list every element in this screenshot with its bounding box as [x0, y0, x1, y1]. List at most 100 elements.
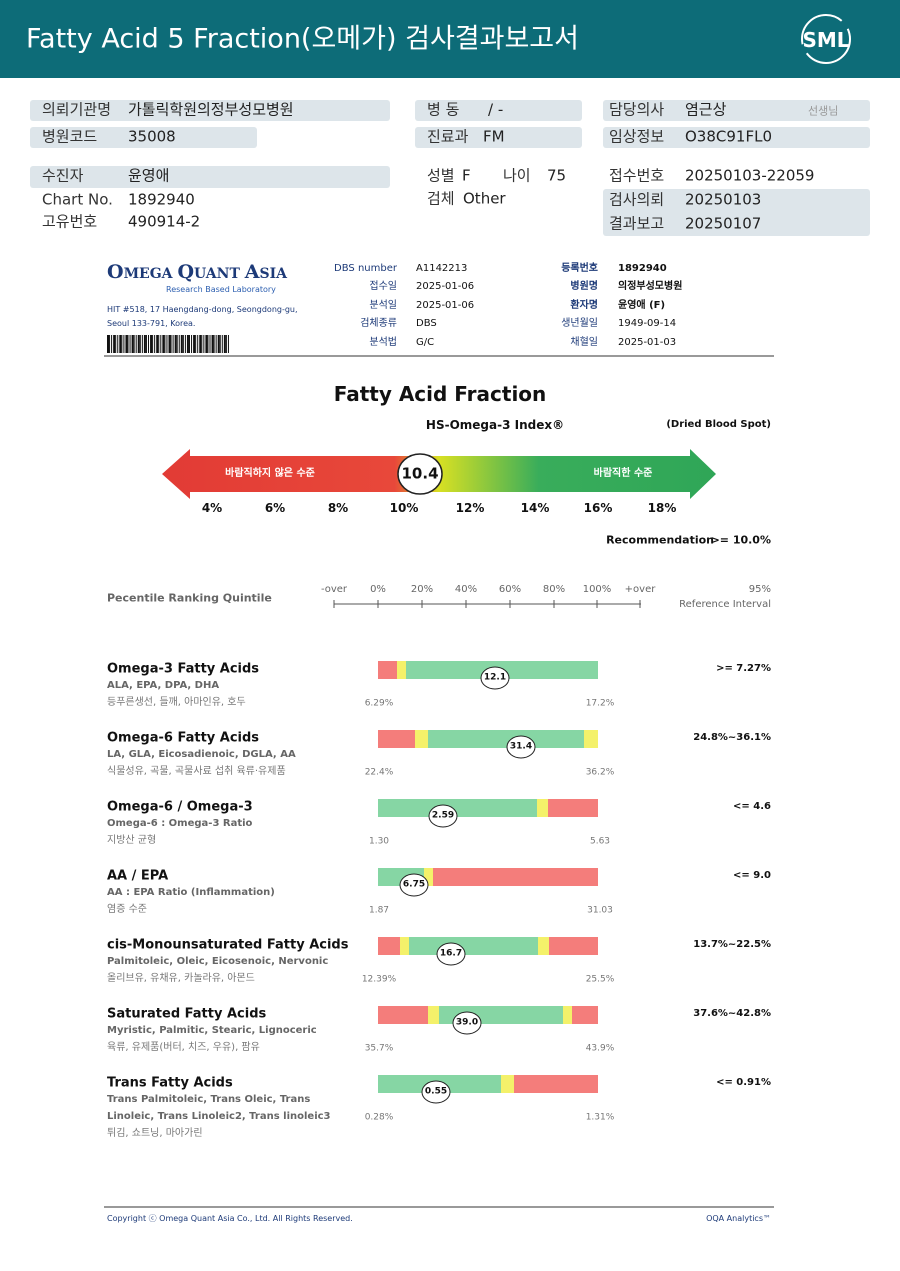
barcode-bar	[156, 335, 159, 353]
info-value: O38C91FL0	[685, 127, 772, 146]
acid-name: cis-Monounsaturated Fatty Acids	[107, 937, 349, 953]
acid-sub: 지방산 균형	[107, 835, 157, 846]
barcode-bar	[189, 335, 190, 353]
acid-sub: AA : EPA Ratio (Inflammation)	[107, 887, 275, 898]
barcode-bar	[184, 335, 186, 353]
barcode-bar	[227, 335, 229, 353]
gauge-segment	[378, 937, 400, 955]
info-value: 20250107	[685, 214, 762, 233]
gauge-segment	[563, 1006, 572, 1024]
lab-label: 분석일	[369, 300, 397, 311]
info-box	[415, 100, 582, 121]
info-label: 고유번호	[42, 212, 98, 231]
acid-sub: Linoleic, Trans Linoleic2, Trans linolei…	[107, 1111, 331, 1122]
barcode-bar	[203, 335, 205, 353]
reference-interval: <= 9.0	[733, 870, 771, 881]
barcode-bar	[107, 335, 109, 353]
lab-label: 접수일	[369, 281, 397, 292]
lab-label: DBS number	[334, 263, 397, 274]
scale-label: 12%	[455, 501, 485, 515]
barcode-bar	[176, 335, 178, 353]
info-value: 1892940	[128, 190, 195, 209]
gauge-segment	[378, 1006, 428, 1024]
info-box	[30, 127, 257, 148]
gauge-segment	[548, 799, 598, 817]
acid-name: Omega-6 / Omega-3	[107, 799, 253, 815]
info-value: 35008	[128, 127, 176, 146]
range-high: 5.63	[589, 836, 611, 847]
info-box	[30, 166, 390, 188]
barcode-bar	[223, 335, 226, 353]
info-box	[30, 100, 390, 121]
barcode-bar	[127, 335, 129, 353]
info-label: 병 동	[427, 100, 460, 119]
reference-title: 95%	[748, 584, 771, 595]
acid-value: 2.59	[431, 810, 455, 821]
barcode-bar	[160, 335, 162, 353]
barcode-bar	[148, 335, 149, 353]
lab-value: 1949-09-14	[618, 318, 677, 329]
acid-value: 12.1	[483, 672, 507, 683]
scale-label: 16%	[583, 501, 613, 515]
gauge-segment	[538, 937, 549, 955]
barcode-bar	[217, 335, 220, 353]
info-value: / -	[488, 100, 504, 119]
index-note: (Dried Blood Spot)	[666, 419, 771, 430]
barcode-bar	[164, 335, 166, 353]
reference-interval: <= 0.91%	[716, 1077, 771, 1088]
barcode-bar	[197, 335, 199, 353]
scale-label: 4%	[201, 501, 223, 515]
percentile-label: 20%	[410, 584, 434, 595]
gauge-segment	[428, 1006, 439, 1024]
barcode-bar	[117, 335, 119, 353]
percentile-label: 80%	[542, 584, 566, 595]
acid-value: 0.55	[424, 1086, 448, 1097]
percentile-label: -over	[320, 584, 348, 595]
acid-name: Trans Fatty Acids	[107, 1075, 233, 1091]
index-value: 10.4	[401, 464, 439, 483]
acid-sub: 튀김, 쇼트닝, 마아가린	[107, 1128, 203, 1139]
percentile-title: Pecentile Ranking Quintile	[107, 591, 272, 605]
info-label: 성별	[427, 166, 455, 185]
barcode-bar	[180, 335, 183, 353]
lab-label: 분석법	[369, 337, 397, 348]
lab-logo-part: UANT	[194, 266, 245, 282]
gauge-marker	[436, 942, 466, 966]
barcode-bar	[143, 335, 146, 353]
reference-interval: >= 7.27%	[716, 663, 771, 674]
recommendation-value: >= 10.0%	[710, 533, 771, 547]
barcode-bar	[152, 335, 154, 353]
reference-interval: 13.7%~22.5%	[693, 939, 771, 950]
info-label: 결과보고	[609, 214, 665, 233]
range-high: 43.9%	[585, 1043, 615, 1054]
barcode-bar	[168, 335, 171, 353]
barcode-bar	[154, 335, 156, 353]
gauge-segment	[409, 937, 538, 955]
lab-logo-part: A	[244, 261, 260, 283]
high-label: 바람직한 수준	[593, 468, 653, 479]
index-marker	[397, 453, 443, 495]
percentile-label: 100%	[582, 584, 612, 595]
range-low: 1.30	[368, 836, 390, 847]
lab-value: A1142213	[416, 263, 468, 274]
gauge-segment	[549, 937, 598, 955]
lab-value: 1892940	[618, 263, 667, 274]
range-high: 1.31%	[585, 1112, 615, 1123]
range-high: 31.03	[587, 905, 613, 916]
gauge-segment	[378, 661, 397, 679]
gauge-marker	[428, 804, 458, 828]
range-high: 25.5%	[585, 974, 615, 985]
scale-label: 6%	[264, 501, 286, 515]
report-title: Fatty Acid 5 Fraction(오메가) 검사결과보고서	[26, 23, 579, 55]
barcode-bar	[215, 335, 217, 353]
reference-title: Reference Interval	[679, 599, 771, 610]
percentile-label: 40%	[454, 584, 478, 595]
barcode-bar	[123, 335, 125, 353]
lab-value: 2025-01-06	[416, 281, 475, 292]
info-label: 임상정보	[609, 127, 665, 146]
barcode-bar	[225, 335, 227, 353]
range-low: 6.29%	[364, 698, 394, 709]
doctor-suffix: 선생님	[808, 104, 839, 118]
info-label: 나이	[503, 166, 531, 185]
